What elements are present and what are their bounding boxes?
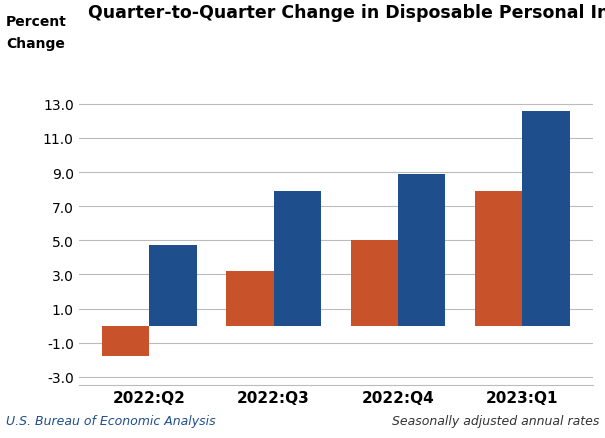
- Text: Percent: Percent: [6, 15, 67, 29]
- Bar: [273, 191, 321, 326]
- Text: Quarter-to-Quarter Change in Disposable Personal Income: Quarter-to-Quarter Change in Disposable …: [88, 4, 605, 22]
- Bar: [102, 326, 149, 357]
- Bar: [475, 191, 522, 326]
- Text: Change: Change: [6, 37, 65, 51]
- Bar: [351, 241, 398, 326]
- Bar: [149, 246, 197, 326]
- Text: Seasonally adjusted annual rates: Seasonally adjusted annual rates: [391, 414, 599, 427]
- Bar: [226, 272, 273, 326]
- Text: U.S. Bureau of Economic Analysis: U.S. Bureau of Economic Analysis: [6, 414, 215, 427]
- Bar: [522, 111, 569, 326]
- Bar: [398, 174, 445, 326]
